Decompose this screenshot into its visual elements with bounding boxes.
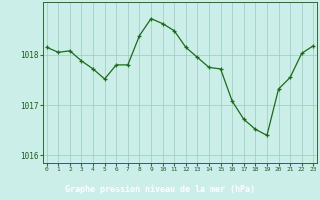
- Text: Graphe pression niveau de la mer (hPa): Graphe pression niveau de la mer (hPa): [65, 185, 255, 194]
